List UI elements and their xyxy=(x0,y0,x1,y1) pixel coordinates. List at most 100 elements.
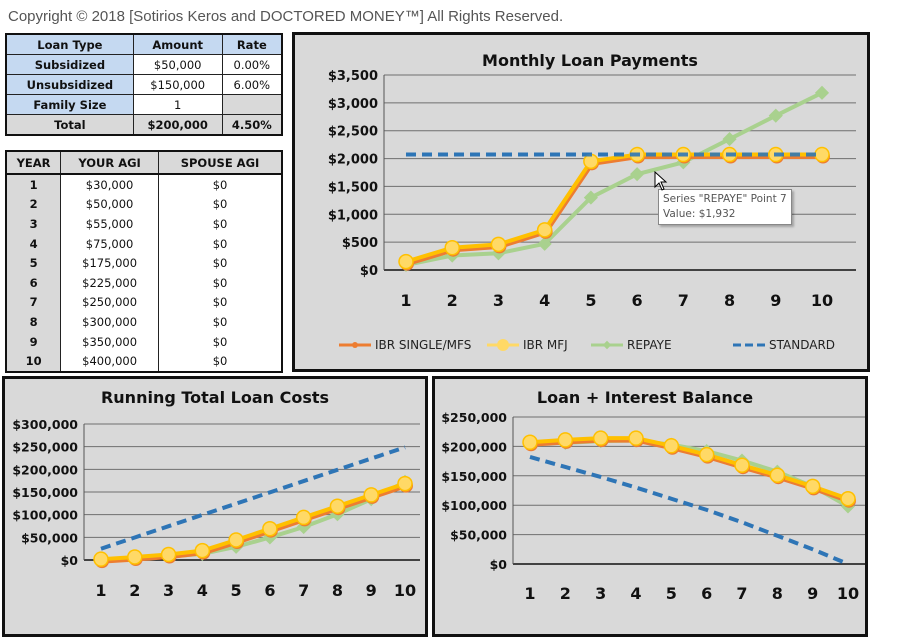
your-agi-cell[interactable]: $55,000 xyxy=(60,214,160,234)
ibr-mfj-marker[interactable] xyxy=(228,532,244,548)
subsidized-amount-cell[interactable]: $50,000 xyxy=(132,54,223,75)
spouse-agi-cell[interactable]: $0 xyxy=(158,272,283,293)
spouse-agi-cell[interactable]: $0 xyxy=(158,253,283,273)
table-row: 6 $225,000 $0 xyxy=(5,272,283,293)
x-tick-label: 1 xyxy=(524,584,535,603)
ibr-mfj-marker[interactable] xyxy=(490,236,507,253)
spouse-agi-cell[interactable]: $0 xyxy=(158,312,283,332)
ibr-mfj-marker[interactable] xyxy=(592,430,609,446)
unsubsidized-rate-cell[interactable]: 6.00% xyxy=(221,74,283,95)
unsubsidized-amount-cell[interactable]: $150,000 xyxy=(132,74,223,95)
spouse-agi-cell[interactable]: $0 xyxy=(158,351,283,372)
year-cell: 10 xyxy=(5,351,62,372)
x-tick-label: 8 xyxy=(332,581,343,600)
repaye-marker[interactable] xyxy=(722,132,737,147)
x-tick-label: 8 xyxy=(772,584,783,603)
ibr-mfj-marker[interactable] xyxy=(522,434,538,451)
ibr-mfj-marker[interactable] xyxy=(329,498,346,514)
ibr-mfj-marker[interactable] xyxy=(663,438,680,454)
your-agi-cell[interactable]: $30,000 xyxy=(60,174,160,195)
legend-item[interactable]: REPAYE xyxy=(627,338,672,352)
ibr-mfj-marker[interactable] xyxy=(804,478,821,495)
y-tick-label: $250,000 xyxy=(441,410,507,425)
row-label: Unsubsidized xyxy=(5,74,134,95)
spouse-agi-cell[interactable]: $0 xyxy=(158,214,283,234)
series-standard[interactable] xyxy=(100,445,406,551)
table-row: Family Size 1 xyxy=(5,94,283,115)
spouse-agi-cell[interactable]: $0 xyxy=(158,292,283,313)
ibr-mfj-marker[interactable] xyxy=(536,222,553,238)
spouse-agi-cell[interactable]: $0 xyxy=(158,194,283,215)
spouse-agi-cell[interactable]: $0 xyxy=(158,174,283,195)
y-tick-label: $200,000 xyxy=(12,462,78,477)
ibr-mfj-marker[interactable] xyxy=(93,551,109,567)
your-agi-cell[interactable]: $250,000 xyxy=(60,292,160,313)
ibr-mfj-marker[interactable] xyxy=(295,509,312,526)
y-tick-label: $100,000 xyxy=(441,498,507,513)
repaye-marker[interactable] xyxy=(630,167,645,182)
y-tick-label: $1,500 xyxy=(328,180,378,195)
repaye-marker[interactable] xyxy=(814,85,830,100)
ibr-mfj-marker[interactable] xyxy=(698,446,715,463)
your-agi-cell[interactable]: $75,000 xyxy=(60,233,160,254)
ibr-mfj-marker[interactable] xyxy=(160,546,177,563)
empty-cell xyxy=(221,94,283,115)
ibr-mfj-marker[interactable] xyxy=(557,432,574,448)
chart-tooltip: Series "REPAYE" Point 7 Value: $1,932 xyxy=(658,189,792,225)
spouse-agi-cell[interactable]: $0 xyxy=(158,331,283,352)
ibr-mfj-marker[interactable] xyxy=(769,467,786,483)
your-agi-cell[interactable]: $300,000 xyxy=(60,312,160,332)
monthly-payments-chart[interactable]: Monthly Loan Payments $0 $500 $1,000 $1,500 $… xyxy=(292,32,870,372)
ibr-mfj-marker[interactable] xyxy=(194,542,211,559)
x-tick-label: 4 xyxy=(539,291,550,310)
your-agi-cell[interactable]: $175,000 xyxy=(60,253,160,273)
subsidized-rate-cell[interactable]: 0.00% xyxy=(221,54,283,75)
repaye-marker[interactable] xyxy=(537,236,552,251)
series-ibr-mfj[interactable] xyxy=(529,436,849,501)
table-row: 1 $30,000 $0 xyxy=(5,174,283,195)
series-repaye[interactable] xyxy=(100,480,406,562)
total-label: Total xyxy=(5,114,134,136)
series-standard[interactable] xyxy=(529,455,849,566)
table-row: 2 $50,000 $0 xyxy=(5,194,283,215)
legend-item[interactable]: STANDARD xyxy=(769,338,835,352)
ibr-mfj-marker[interactable] xyxy=(397,475,413,492)
y-tick-label: $3,000 xyxy=(328,97,378,112)
your-agi-cell[interactable]: $225,000 xyxy=(60,272,160,293)
x-tick-label: 5 xyxy=(231,581,242,600)
x-tick-label: 6 xyxy=(264,581,275,600)
x-tick-label: 9 xyxy=(366,581,377,600)
ibr-mfj-marker[interactable] xyxy=(398,253,414,270)
ibr-mfj-marker[interactable] xyxy=(628,430,644,446)
family-size-cell[interactable]: 1 xyxy=(132,94,223,115)
ibr-mfj-marker[interactable] xyxy=(363,487,379,503)
y-tick-label: $2,500 xyxy=(328,125,378,140)
your-agi-cell[interactable]: $400,000 xyxy=(60,351,160,372)
running-total-chart[interactable]: Running Total Loan Costs $0 $50,000 $100,00… xyxy=(2,376,428,637)
spouse-agi-cell[interactable]: $0 xyxy=(158,233,283,254)
ibr-mfj-marker[interactable] xyxy=(734,457,750,473)
y-tick-label: $1,000 xyxy=(328,208,378,223)
your-agi-cell[interactable]: $50,000 xyxy=(60,194,160,215)
year-cell: 9 xyxy=(5,331,62,352)
tooltip-series-label: Series "REPAYE" Point 7 xyxy=(663,193,787,205)
series-repaye[interactable] xyxy=(405,91,823,267)
legend-item[interactable]: IBR MFJ xyxy=(523,338,568,352)
x-tick-label: 10 xyxy=(811,291,833,310)
your-agi-cell[interactable]: $350,000 xyxy=(60,331,160,352)
ibr-mfj-marker[interactable] xyxy=(814,146,830,163)
year-cell: 7 xyxy=(5,292,62,313)
ibr-mfj-marker[interactable] xyxy=(262,520,278,537)
y-tick-label: $250,000 xyxy=(12,440,78,455)
legend-item[interactable]: IBR SINGLE/MFS xyxy=(375,338,471,352)
series-ibr-single[interactable] xyxy=(101,483,407,564)
repaye-marker[interactable] xyxy=(768,108,783,123)
y-tick-label: $2,000 xyxy=(328,153,378,168)
series-ibr-mfj[interactable] xyxy=(405,152,822,264)
ibr-mfj-marker[interactable] xyxy=(840,490,856,507)
balance-chart[interactable]: Loan + Interest Balance $0 $50,000 $100,000… xyxy=(432,376,868,637)
total-amount: $200,000 xyxy=(132,114,223,136)
series-ibr-mfj[interactable] xyxy=(100,481,406,562)
ibr-mfj-marker[interactable] xyxy=(444,239,460,256)
ibr-mfj-marker[interactable] xyxy=(127,549,143,565)
